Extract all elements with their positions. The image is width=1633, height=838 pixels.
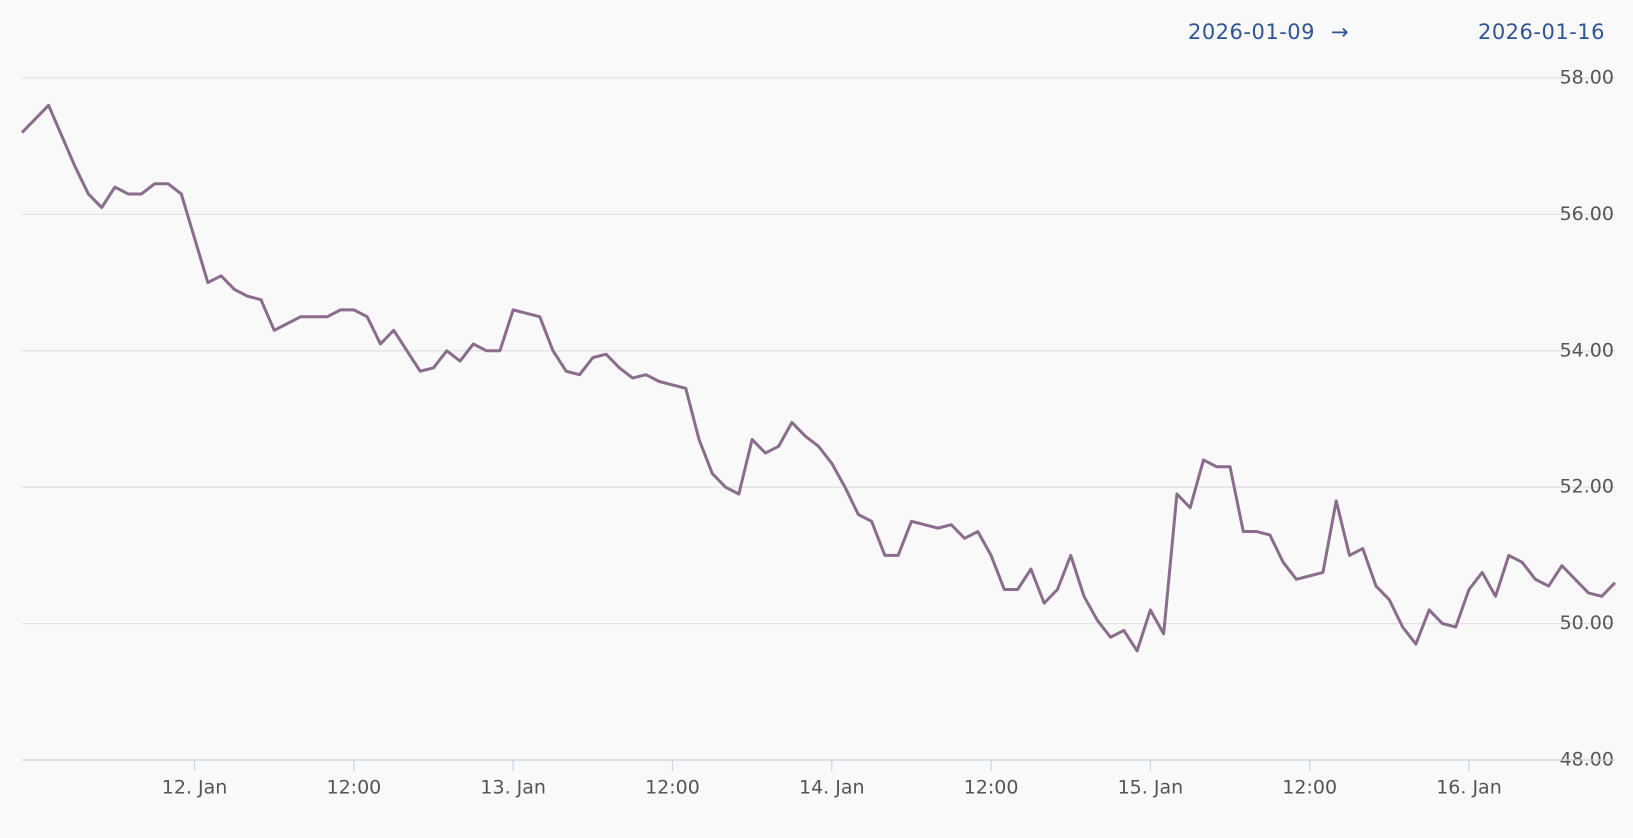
x-tick-label: 16. Jan xyxy=(1436,777,1502,799)
y-tick-label: 50.00 xyxy=(1560,612,1614,634)
date-to[interactable]: 2026-01-16 xyxy=(1478,20,1605,44)
date-from[interactable]: 2026-01-09 xyxy=(1188,20,1315,44)
x-tick-label: 13. Jan xyxy=(480,777,546,799)
x-tick-label: 12. Jan xyxy=(162,777,228,799)
x-tick-label: 12:00 xyxy=(964,777,1019,799)
price-line xyxy=(20,103,1617,653)
x-tick-label: 12:00 xyxy=(326,777,381,799)
y-tick-label: 54.00 xyxy=(1560,339,1614,361)
x-tick-label: 12:00 xyxy=(1282,777,1337,799)
y-tick-label: 52.00 xyxy=(1560,476,1614,498)
x-tick-label: 12:00 xyxy=(645,777,700,799)
date-arrow: → xyxy=(1331,20,1349,44)
x-tick-label: 15. Jan xyxy=(1118,777,1184,799)
x-tick-label: 14. Jan xyxy=(799,777,865,799)
y-tick-label: 58.00 xyxy=(1560,67,1614,89)
y-tick-label: 56.00 xyxy=(1560,203,1614,225)
